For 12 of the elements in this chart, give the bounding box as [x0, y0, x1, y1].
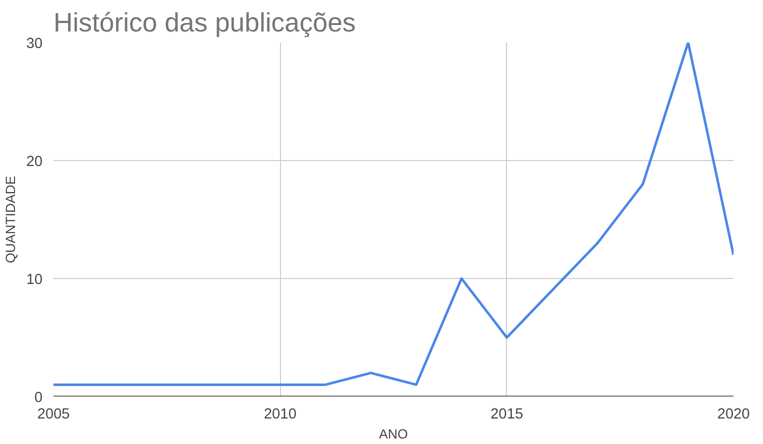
chart-title: Histórico das publicações — [54, 8, 356, 38]
x-tick-label: 2005 — [37, 406, 70, 422]
x-tick-label: 2015 — [490, 406, 524, 422]
x-axis-title: ANO — [379, 426, 408, 442]
line-series — [54, 42, 734, 386]
x-tick-label: 2010 — [264, 406, 296, 422]
y-tick-label: 0 — [34, 390, 43, 406]
y-tick-label: 10 — [26, 272, 43, 288]
x-tick-label: 2020 — [717, 406, 750, 422]
y-tick-label: 30 — [26, 36, 43, 52]
y-tick-label: 20 — [26, 154, 43, 170]
y-axis-title: QUANTIDADE — [3, 176, 18, 264]
